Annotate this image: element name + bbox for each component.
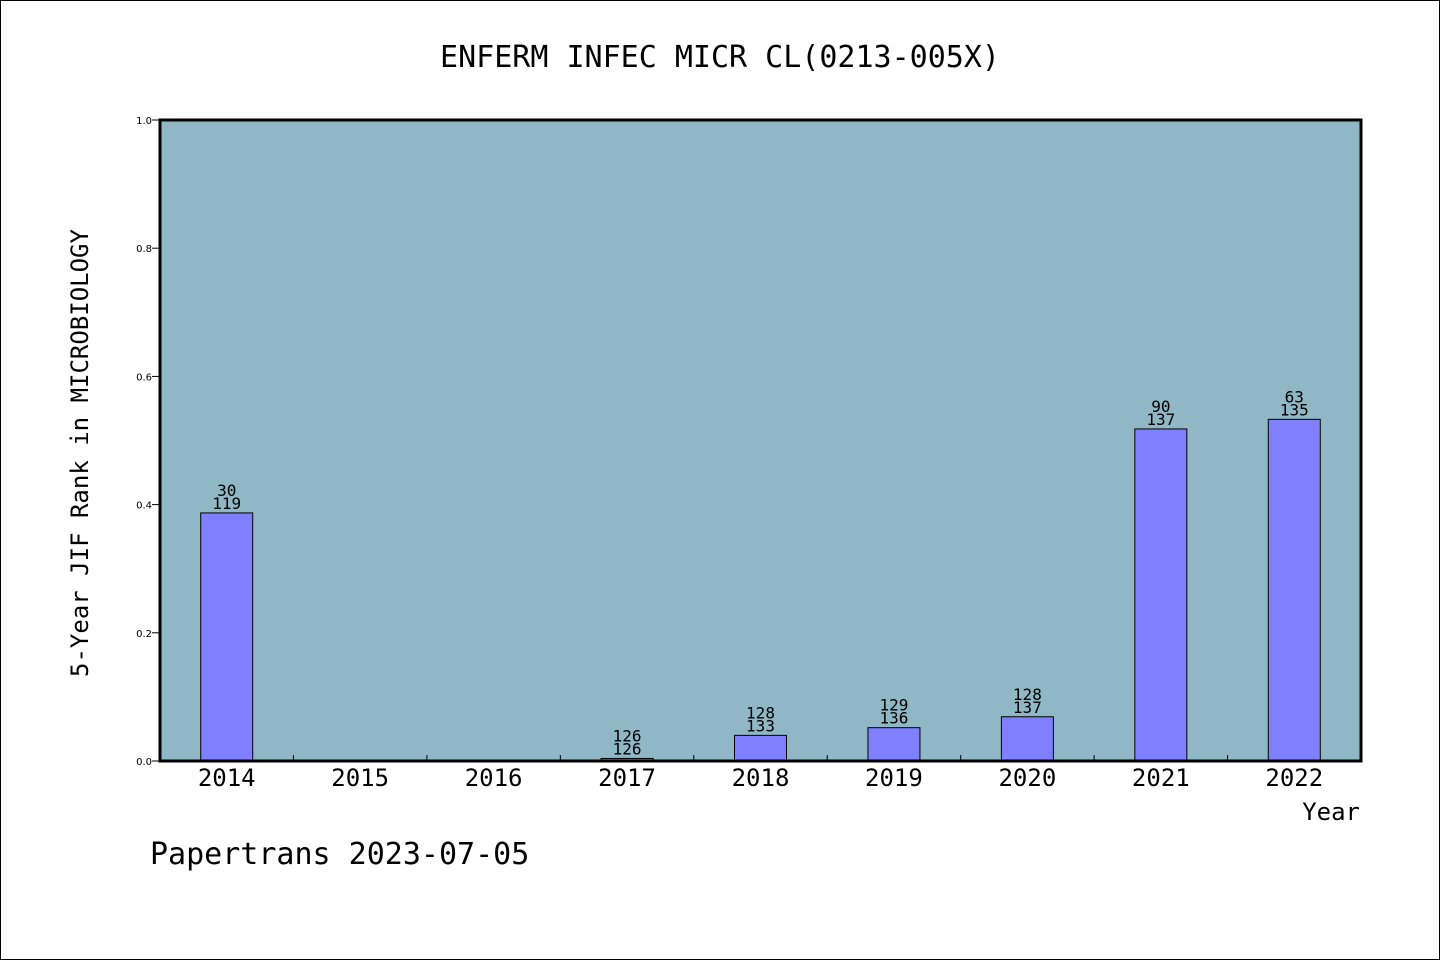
bar-total-label: 137 bbox=[1013, 698, 1042, 717]
x-tick-label: 2015 bbox=[331, 764, 389, 792]
bar-rank-label: 30 bbox=[217, 481, 236, 500]
y-tick-label: 0.4 bbox=[136, 501, 152, 512]
y-tick-label: 0.6 bbox=[136, 372, 152, 383]
bar-2022 bbox=[1267, 418, 1321, 762]
bar-2018 bbox=[734, 734, 787, 762]
y-tick-label: 0.0 bbox=[136, 757, 152, 768]
bar-2020 bbox=[1000, 716, 1054, 762]
x-tick-label: 2014 bbox=[198, 764, 256, 792]
bar-rank-label: 129 bbox=[879, 696, 908, 715]
plot-border bbox=[158, 118, 1363, 763]
y-axis-ticks: 0.0 0.2 0.4 0.6 0.8 1.0 bbox=[136, 116, 160, 768]
bar-total-label: 133 bbox=[746, 716, 775, 735]
y-axis-label: 5-Year JIF Rank in MICROBIOLOGY bbox=[66, 228, 94, 676]
bar-total-label: 126 bbox=[613, 739, 642, 758]
bar-2021 bbox=[1134, 428, 1188, 762]
footer-stamp: Papertrans 2023-07-05 bbox=[150, 837, 529, 872]
bar-2019 bbox=[867, 727, 921, 762]
x-tick-label: 2016 bbox=[465, 764, 523, 792]
x-tick-label: 2021 bbox=[1132, 764, 1190, 792]
bar-total-label: 135 bbox=[1280, 400, 1309, 419]
bar-rank-label: 128 bbox=[1013, 685, 1042, 704]
x-axis-label: Year bbox=[1302, 798, 1360, 826]
bar-total-label: 136 bbox=[879, 709, 908, 728]
x-tick-label: 2018 bbox=[732, 764, 790, 792]
bar-2014 bbox=[200, 512, 254, 762]
x-tick-label: 2019 bbox=[865, 764, 923, 792]
bar-rank-label: 63 bbox=[1285, 387, 1304, 406]
bar-total-label: 119 bbox=[212, 494, 241, 513]
y-tick-label: 0.8 bbox=[136, 244, 152, 255]
chart-title: ENFERM INFEC MICR CL(0213-005X) bbox=[440, 40, 1000, 75]
x-tick-label: 2022 bbox=[1265, 764, 1323, 792]
bar-total-label: 137 bbox=[1146, 410, 1175, 429]
x-tick-label: 2020 bbox=[998, 764, 1056, 792]
x-axis-ticks: 2014 2015 2016 2017 2018 2019 2020 2021 2022 bbox=[198, 755, 1323, 792]
y-tick-label: 1.0 bbox=[136, 116, 152, 127]
x-tick-label: 2017 bbox=[598, 764, 656, 792]
bar-rank-label: 90 bbox=[1151, 397, 1170, 416]
y-tick-label: 0.2 bbox=[136, 629, 152, 640]
bar-rank-label: 128 bbox=[746, 703, 775, 722]
bars-layer bbox=[200, 418, 1321, 762]
bar-rank-label: 126 bbox=[613, 726, 642, 745]
